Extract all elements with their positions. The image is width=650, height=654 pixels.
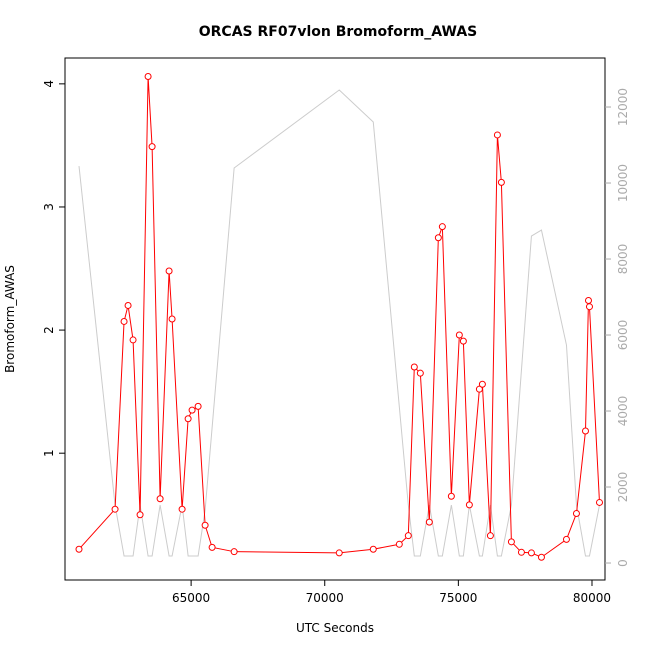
point bbox=[507, 538, 515, 546]
x-tick-label: 75000 bbox=[439, 591, 477, 605]
point bbox=[124, 301, 132, 309]
x-tick-label: 80000 bbox=[573, 591, 611, 605]
point bbox=[395, 540, 403, 548]
point bbox=[537, 553, 545, 561]
x-tick-label: 70000 bbox=[306, 591, 344, 605]
y-tick-label: 4 bbox=[42, 80, 56, 88]
y-axis-label: Bromoform_AWAS bbox=[3, 265, 17, 373]
point bbox=[111, 505, 119, 513]
y2-tick-label: 0 bbox=[616, 559, 630, 567]
point bbox=[136, 511, 144, 519]
chart-title: ORCAS RF07vlon Bromoform_AWAS bbox=[199, 24, 478, 40]
point bbox=[478, 380, 486, 388]
point bbox=[584, 297, 592, 305]
point bbox=[416, 369, 424, 377]
series-line bbox=[78, 89, 600, 557]
point bbox=[148, 143, 156, 151]
point bbox=[475, 385, 483, 393]
point bbox=[120, 317, 128, 325]
point bbox=[595, 498, 603, 506]
point bbox=[201, 521, 209, 529]
point bbox=[144, 72, 152, 80]
point bbox=[455, 331, 463, 339]
series-line bbox=[78, 76, 600, 558]
point bbox=[156, 495, 164, 503]
y2-tick-label: 6000 bbox=[616, 320, 630, 351]
point bbox=[493, 131, 501, 139]
y-tick-label: 2 bbox=[42, 326, 56, 334]
point bbox=[527, 549, 535, 557]
y2-tick-label: 8000 bbox=[616, 244, 630, 275]
x-tick-label: 65000 bbox=[172, 591, 210, 605]
point bbox=[465, 501, 473, 509]
point bbox=[75, 545, 83, 553]
point bbox=[572, 510, 580, 518]
point bbox=[497, 178, 505, 186]
x-axis-label: UTC Seconds bbox=[296, 621, 374, 635]
point bbox=[404, 532, 412, 540]
point bbox=[184, 415, 192, 423]
point bbox=[434, 234, 442, 242]
point bbox=[486, 532, 494, 540]
point bbox=[425, 518, 433, 526]
point bbox=[208, 543, 216, 551]
point bbox=[447, 492, 455, 500]
y-tick-label: 3 bbox=[42, 203, 56, 211]
y2-tick-label: 4000 bbox=[616, 396, 630, 427]
y-tick-label: 1 bbox=[42, 449, 56, 457]
point bbox=[335, 549, 343, 557]
point bbox=[562, 535, 570, 543]
y2-tick-label: 12000 bbox=[616, 88, 630, 126]
point bbox=[178, 505, 186, 513]
point bbox=[168, 315, 176, 323]
point bbox=[585, 303, 593, 311]
point bbox=[129, 336, 137, 344]
point bbox=[194, 402, 202, 410]
point bbox=[230, 548, 238, 556]
y2-tick-label: 2000 bbox=[616, 472, 630, 503]
point bbox=[165, 267, 173, 275]
point bbox=[369, 545, 377, 553]
plot-frame bbox=[64, 57, 606, 581]
y2-tick-label: 10000 bbox=[616, 164, 630, 202]
point bbox=[581, 427, 589, 435]
point bbox=[188, 406, 196, 414]
point bbox=[459, 337, 467, 345]
point bbox=[517, 548, 525, 556]
point bbox=[410, 363, 418, 371]
point bbox=[438, 223, 446, 231]
